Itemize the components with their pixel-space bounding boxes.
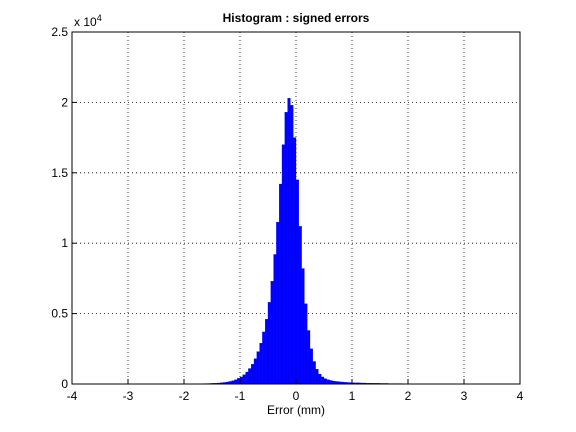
histogram-bar — [242, 374, 246, 385]
histogram-bar — [248, 368, 252, 385]
x-tick-label: 4 — [517, 389, 524, 403]
x-tick-label: -2 — [179, 389, 190, 403]
histogram-bar — [273, 254, 277, 385]
histogram-bar — [270, 281, 274, 385]
x-tick-label: 1 — [349, 389, 356, 403]
histogram-bar — [253, 358, 257, 385]
histogram-bar — [307, 330, 311, 385]
histogram-bar — [290, 105, 294, 385]
x-tick-label: 3 — [461, 389, 468, 403]
y-tick-label: 2 — [61, 95, 68, 109]
x-tick-label: -3 — [123, 389, 134, 403]
y-tick-label: 1.5 — [51, 166, 68, 180]
histogram-bar — [326, 379, 330, 385]
x-tick-label: 0 — [293, 389, 300, 403]
y-multiplier-exponent: 4 — [97, 13, 102, 23]
x-axis-label: Error (mm) — [267, 403, 325, 417]
histogram-bar — [284, 112, 288, 385]
chart-title: Histogram : signed errors — [223, 11, 370, 25]
histogram-bar — [259, 343, 263, 385]
histogram-bar — [323, 378, 327, 385]
histogram-bar — [262, 331, 266, 385]
y-tick-label: 1 — [61, 236, 68, 250]
histogram-bar — [256, 351, 260, 385]
histogram-bar — [265, 319, 269, 385]
histogram-bar — [304, 303, 308, 385]
histogram-bar — [251, 364, 255, 385]
x-tick-label: 2 — [405, 389, 412, 403]
y-multiplier: x 104 — [74, 13, 102, 29]
y-multiplier-base: x 10 — [74, 15, 97, 29]
histogram-bar — [267, 302, 271, 385]
x-tick-label: -1 — [235, 389, 246, 403]
histogram-bar — [321, 376, 325, 385]
histogram-bar — [318, 373, 322, 385]
histogram-bar — [276, 221, 280, 385]
histogram-bar — [309, 348, 313, 385]
histogram-bar — [301, 268, 305, 385]
histogram-bar — [234, 379, 238, 385]
histogram-bar — [245, 371, 249, 385]
y-tick-label: 0 — [61, 377, 68, 391]
histogram-bar — [312, 361, 316, 385]
histogram-bar — [279, 183, 283, 385]
histogram-bar — [298, 226, 302, 385]
y-tick-label: 2.5 — [51, 25, 68, 39]
histogram-bar — [315, 369, 319, 385]
y-tick-label: 0.5 — [51, 307, 68, 321]
histogram-bar — [287, 98, 291, 385]
histogram-bar — [295, 179, 299, 385]
histogram-bar — [329, 380, 333, 385]
histogram-bar — [281, 144, 285, 385]
histogram-bar — [293, 137, 297, 385]
x-tick-label: -4 — [67, 389, 78, 403]
